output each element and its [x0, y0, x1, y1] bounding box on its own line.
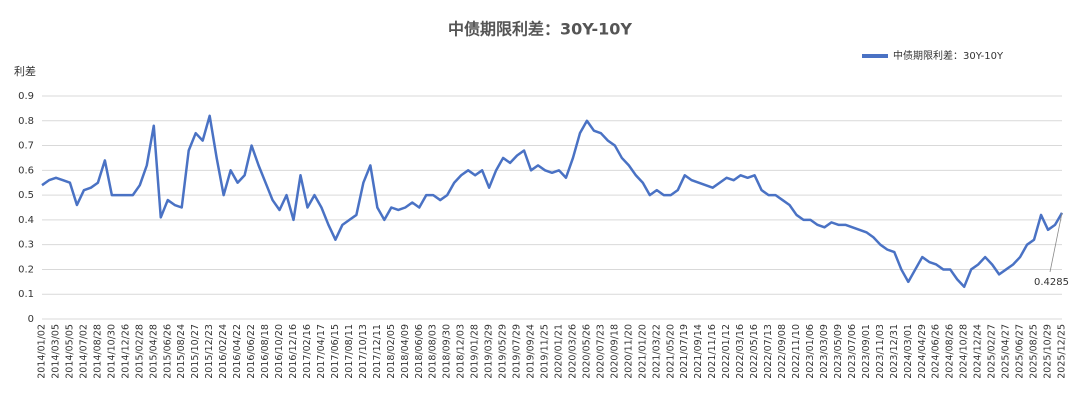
y-tick-label: 0.8 — [18, 116, 34, 127]
x-tick-label: 2016/12/16 — [288, 324, 299, 379]
x-tick-label: 2025/06/27 — [1015, 324, 1026, 379]
x-tick-label: 2018/09/30 — [442, 324, 453, 379]
x-tick-label: 2014/05/05 — [64, 324, 75, 379]
x-tick-label: 2017/02/16 — [302, 324, 313, 379]
y-tick-label: 0.4 — [18, 215, 34, 226]
x-tick-label: 2025/12/25 — [1057, 324, 1068, 379]
x-tick-label: 2024/06/26 — [931, 324, 942, 379]
x-tick-label: 2019/01/28 — [470, 324, 481, 379]
x-tick-label: 2015/04/28 — [148, 324, 159, 379]
x-tick-label: 2017/06/15 — [330, 324, 341, 379]
x-tick-label: 2025/02/27 — [987, 324, 998, 379]
y-tick-label: 0.2 — [18, 264, 34, 275]
x-tick-label: 2015/10/27 — [190, 324, 201, 379]
x-tick-label: 2020/09/18 — [609, 324, 620, 379]
x-tick-label: 2019/07/29 — [512, 324, 523, 379]
legend-label: 中债期限利差：30Y-10Y — [893, 49, 1004, 62]
x-tick-label: 2019/11/25 — [540, 324, 551, 379]
x-tick-label: 2014/03/05 — [50, 324, 61, 379]
y-tick-label: 0.1 — [18, 289, 34, 300]
x-tick-label: 2024/03/01 — [903, 324, 914, 379]
x-tick-label: 2014/01/02 — [37, 324, 48, 379]
x-tick-label: 2023/12/31 — [889, 324, 900, 379]
x-tick-label: 2016/06/22 — [246, 324, 257, 379]
y-tick-label: 0.9 — [18, 91, 34, 102]
x-tick-label: 2017/08/11 — [344, 324, 355, 379]
x-tick-label: 2015/02/28 — [134, 324, 145, 379]
x-tick-label: 2018/08/03 — [428, 324, 439, 379]
chart-title: 中债期限利差：30Y-10Y — [448, 20, 632, 39]
x-tick-label: 2021/01/20 — [637, 324, 648, 379]
y-tick-label: 0.3 — [18, 240, 34, 251]
x-tick-label: 2018/06/06 — [414, 324, 425, 379]
x-tick-label: 2017/12/11 — [372, 324, 383, 379]
x-tick-label: 2016/10/20 — [274, 324, 285, 379]
x-tick-label: 2024/12/24 — [973, 324, 984, 379]
x-tick-label: 2020/11/20 — [623, 324, 634, 379]
x-tick-label: 2025/10/29 — [1043, 324, 1054, 379]
x-tick-label: 2019/09/24 — [526, 324, 537, 379]
y-tick-label: 0.6 — [18, 165, 34, 176]
x-tick-label: 2022/05/16 — [749, 324, 760, 379]
x-tick-label: 2023/09/01 — [861, 324, 872, 379]
x-tick-label: 2021/07/19 — [679, 324, 690, 379]
x-tick-label: 2016/04/22 — [232, 324, 243, 379]
y-tick-label: 0 — [28, 314, 34, 325]
x-tick-label: 2016/02/24 — [218, 324, 229, 379]
x-tick-label: 2020/01/21 — [553, 324, 564, 379]
x-tick-label: 2025/04/27 — [1001, 324, 1012, 379]
x-tick-label: 2020/03/26 — [567, 324, 578, 379]
y-tick-label: 0.5 — [18, 190, 34, 201]
x-tick-label: 2015/08/24 — [176, 324, 187, 379]
x-tick-label: 2020/07/23 — [595, 324, 606, 379]
x-tick-label: 2015/06/26 — [162, 324, 173, 379]
y-tick-label: 0.7 — [18, 141, 34, 152]
x-tick-label: 2022/11/10 — [791, 324, 802, 379]
x-tick-label: 2014/07/02 — [78, 324, 89, 379]
x-tick-label: 2022/01/12 — [721, 324, 732, 379]
x-tick-label: 2014/12/26 — [120, 324, 131, 379]
x-tick-label: 2023/07/06 — [847, 324, 858, 379]
x-tick-label: 2023/05/09 — [833, 324, 844, 379]
x-tick-label: 2024/04/29 — [917, 324, 928, 379]
x-tick-label: 2023/03/09 — [819, 324, 830, 379]
x-tick-label: 2017/04/17 — [316, 324, 327, 379]
x-tick-label: 2017/10/13 — [358, 324, 369, 379]
series-line — [41, 114, 1064, 289]
x-tick-label: 2015/12/23 — [204, 324, 215, 379]
x-tick-label: 2021/05/20 — [665, 324, 676, 379]
x-tick-label: 2025/08/25 — [1029, 324, 1040, 379]
x-tick-label: 2016/08/18 — [260, 324, 271, 379]
x-tick-label: 2018/02/05 — [386, 324, 397, 379]
y-axis-label: 利差 — [14, 64, 36, 78]
x-tick-label: 2020/05/26 — [581, 324, 592, 379]
x-tick-label: 2014/10/30 — [106, 324, 117, 379]
x-tick-label: 2021/11/16 — [707, 324, 718, 379]
x-tick-label: 2019/03/29 — [484, 324, 495, 379]
x-tick-label: 2022/07/13 — [763, 324, 774, 379]
x-tick-label: 2022/03/16 — [735, 324, 746, 379]
data-label: 0.4285 — [1034, 277, 1069, 288]
x-tick-label: 2019/05/29 — [498, 324, 509, 379]
x-tick-label: 2024/10/28 — [959, 324, 970, 379]
x-tick-label: 2022/09/08 — [777, 324, 788, 379]
annotation-leader — [1049, 212, 1063, 273]
x-tick-label: 2014/08/28 — [92, 324, 103, 379]
x-tick-label: 2024/08/26 — [945, 324, 956, 379]
x-tick-label: 2021/09/14 — [693, 324, 704, 379]
x-tick-label: 2023/01/06 — [805, 324, 816, 379]
x-tick-label: 2018/04/09 — [400, 324, 411, 379]
x-tick-label: 2021/03/22 — [651, 324, 662, 379]
x-tick-label: 2023/11/03 — [875, 324, 886, 379]
x-tick-label: 2018/12/03 — [456, 324, 467, 379]
